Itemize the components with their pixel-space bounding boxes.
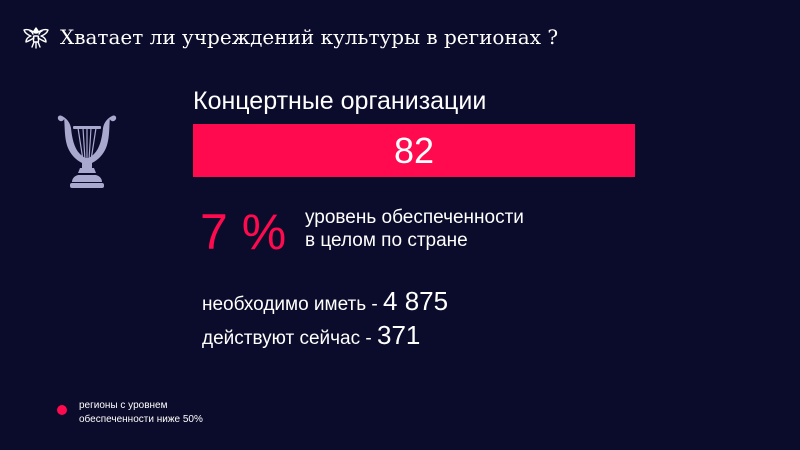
coverage-label: уровень обеспеченности в целом по стране	[305, 206, 605, 252]
stat-active-label: действуют сейчас -	[202, 328, 377, 349]
stat-active: действуют сейчас - 371	[202, 320, 420, 351]
stat-need-label: необходимо иметь -	[202, 294, 384, 315]
count-value: 82	[393, 129, 435, 171]
coverage-percent: 7 %	[200, 204, 287, 260]
legend-text: регионы с уровнем обеспеченности ниже 50…	[79, 399, 203, 427]
page-title: Хватает ли учреждений культуры в региона…	[60, 25, 559, 49]
legend-line2: обеспеченности ниже 50%	[79, 414, 203, 425]
coverage-label-line2: в целом по стране	[305, 230, 468, 251]
legend-line1: регионы с уровнем	[79, 400, 168, 411]
lyre-icon	[57, 115, 117, 188]
legend-dot-icon	[57, 405, 67, 415]
coverage-label-line1: уровень обеспеченности	[305, 207, 524, 228]
stat-need-value: 4 875	[383, 286, 449, 316]
section-title: Концертные организации	[193, 87, 487, 115]
stat-need: необходимо иметь - 4 875	[202, 286, 448, 317]
double-headed-eagle-icon	[23, 27, 49, 49]
count-bar: 82	[193, 124, 635, 177]
stat-active-value: 371	[377, 320, 421, 350]
